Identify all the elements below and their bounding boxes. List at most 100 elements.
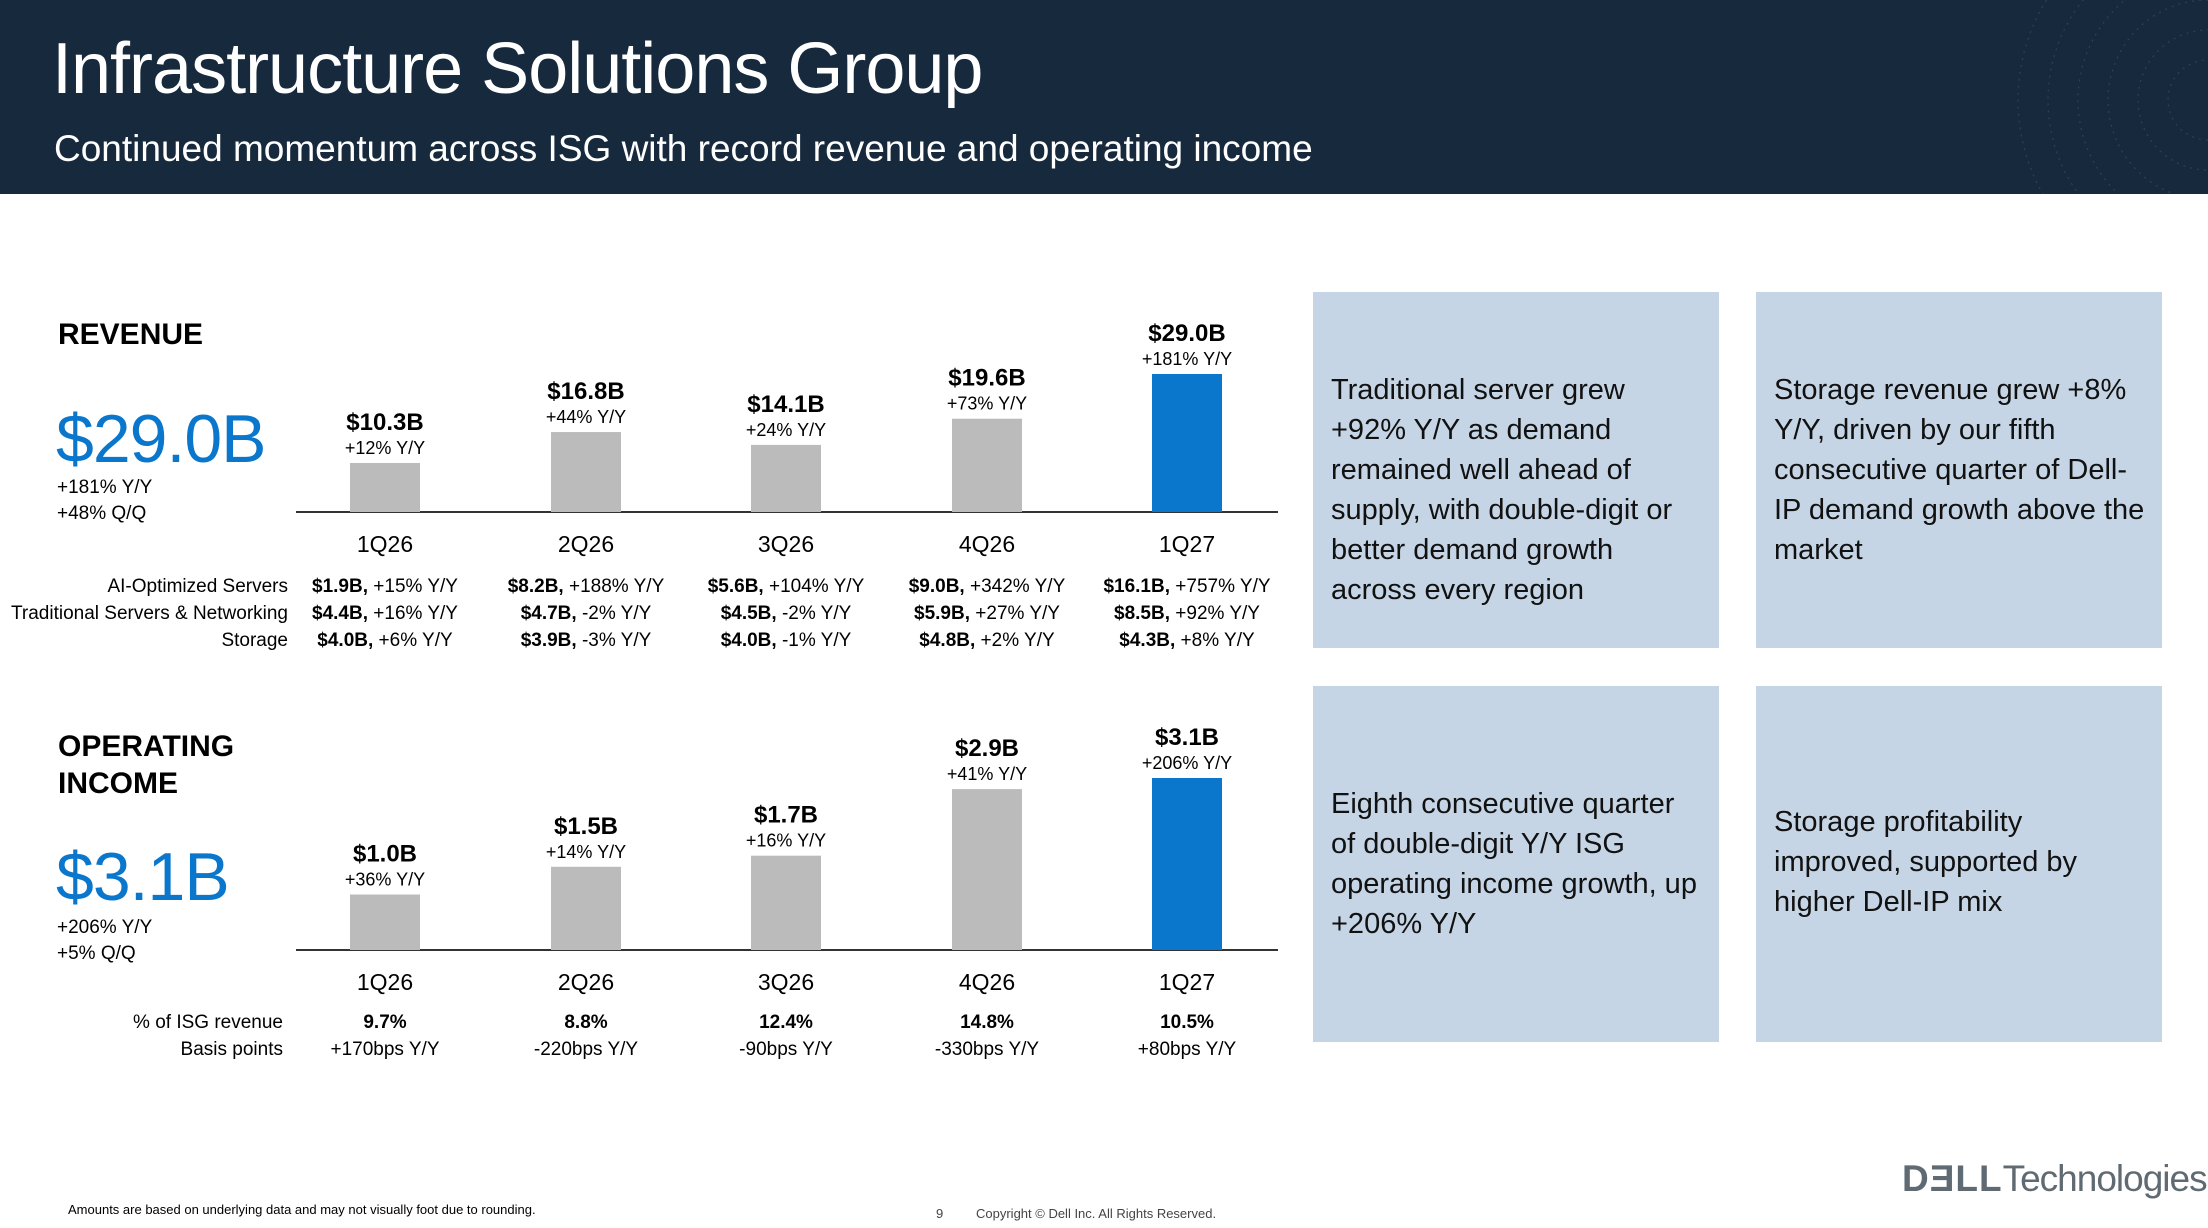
- revenue-bar-1q26: [350, 462, 420, 512]
- breakdown-cell-growth: +188% Y/Y: [563, 576, 665, 597]
- revenue-category-label-1: 2Q26: [558, 531, 614, 557]
- revenue-total-value: $29.0B: [56, 401, 267, 477]
- breakdown-cell: $8.2B, +188% Y/Y: [476, 576, 696, 598]
- breakdown-cell-growth: +15% Y/Y: [368, 576, 458, 597]
- revenue-bar-2q26: [551, 432, 621, 512]
- card-storage-revenue-text: Storage revenue grew +8% Y/Y, driven by …: [1774, 374, 2145, 566]
- breakdown-cell-value: $4.4B,: [312, 603, 368, 624]
- revenue-growth-label-0: +12% Y/Y: [345, 438, 425, 458]
- breakdown-cell-value: $5.6B,: [707, 576, 764, 597]
- breakdown-cell-value: $4.8B,: [919, 630, 976, 651]
- breakdown-cell-value: $8.2B,: [507, 576, 564, 597]
- breakdown-cell-growth: +92% Y/Y: [1170, 603, 1260, 624]
- breakdown-label-storage: Storage: [221, 630, 288, 651]
- operating-income-total-value: $3.1B: [56, 839, 230, 915]
- breakdown-cell-growth: +27% Y/Y: [970, 603, 1060, 624]
- breakdown-cell-value: $1.9B,: [312, 576, 368, 597]
- page-title: Infrastructure Solutions Group: [52, 29, 983, 109]
- logo-technologies: Technologies: [2002, 1158, 2208, 1199]
- revenue-growth-label-2: +24% Y/Y: [746, 420, 826, 440]
- opinc-value-label-1: $1.5B: [554, 813, 618, 840]
- breakdown-cell-growth: +104% Y/Y: [763, 576, 865, 597]
- opinc-value-label-4: $3.1B: [1155, 724, 1219, 751]
- revenue-yoy: +181% Y/Y: [57, 477, 153, 498]
- revenue-growth-label-3: +73% Y/Y: [947, 394, 1027, 414]
- breakdown-label-ai-servers: AI-Optimized Servers: [107, 576, 288, 597]
- footer-rounding-note: Amounts are based on underlying data and…: [68, 1202, 536, 1217]
- breakdown-cell-value: $8.5B,: [1114, 603, 1170, 624]
- breakdown-cell: $16.1B, +757% Y/Y: [1077, 576, 1297, 598]
- breakdown-cell: $4.4B, +16% Y/Y: [275, 603, 495, 625]
- breakdown-cell: $8.5B, +92% Y/Y: [1077, 603, 1297, 625]
- revenue-growth-label-1: +44% Y/Y: [546, 407, 626, 427]
- revenue-category-label-4: 1Q27: [1159, 531, 1215, 557]
- card-traditional-server-text: Traditional server grew +92% Y/Y as dema…: [1331, 374, 1673, 606]
- breakdown-cell-value: $9.0B,: [908, 576, 965, 597]
- opinc-bar-4q26: [952, 789, 1022, 950]
- breakdown-cell-value: $5.9B,: [914, 603, 970, 624]
- card-operating-income: Eighth consecutive quarter of double-dig…: [1313, 686, 1719, 1042]
- breakdown-cell-value: $4.3B,: [1119, 630, 1176, 651]
- page-subtitle: Continued momentum across ISG with recor…: [54, 128, 1313, 169]
- breakdown-cell: $4.5B, -2% Y/Y: [676, 603, 896, 625]
- revenue-bar-4q26: [952, 418, 1022, 512]
- breakdown-cell-growth: -3% Y/Y: [576, 630, 652, 651]
- copyright-text: Copyright © Dell Inc. All Rights Reserve…: [976, 1206, 1217, 1221]
- revenue-section-label: REVENUE: [58, 318, 204, 351]
- opinc-category-label-3: 4Q26: [959, 969, 1015, 995]
- metric-isg-revenue-pct: 8.8%: [564, 1012, 608, 1033]
- bar-charts: $10.3B+12% Y/Y 1Q26 $16.8B+44% Y/Y 2Q26 $14.…: [296, 320, 1278, 995]
- dell-technologies-logo: DƎLLTechnologies: [1902, 1158, 2208, 1200]
- metric-isg-revenue-pct: 9.7%: [363, 1012, 407, 1033]
- breakdown-label-traditional-servers: Traditional Servers & Networking: [10, 603, 288, 624]
- breakdown-cell: $1.9B, +15% Y/Y: [275, 576, 495, 598]
- operating-income-yoy: +206% Y/Y: [57, 917, 153, 938]
- opinc-category-label-2: 3Q26: [758, 969, 814, 995]
- breakdown-cell-growth: +342% Y/Y: [964, 576, 1066, 597]
- revenue-value-label-2: $14.1B: [747, 391, 824, 418]
- opinc-bar-2q26: [551, 866, 621, 950]
- breakdown-cell-value: $4.0B,: [720, 630, 777, 651]
- revenue-value-label-0: $10.3B: [346, 409, 423, 436]
- metric-label-isg-revenue-pct: % of ISG revenue: [133, 1012, 283, 1033]
- revenue-category-label-3: 4Q26: [959, 531, 1015, 557]
- card-storage-profitability-text: Storage profitability improved, supporte…: [1774, 806, 2078, 918]
- breakdown-cell: $4.8B, +2% Y/Y: [877, 630, 1097, 652]
- breakdown-cell: $5.9B, +27% Y/Y: [877, 603, 1097, 625]
- metric-basis-points: -220bps Y/Y: [533, 1039, 639, 1060]
- metric-basis-points: +170bps Y/Y: [330, 1039, 440, 1060]
- header-banner: Infrastructure Solutions Group Continued…: [0, 0, 2208, 194]
- logo-dell: DƎLL: [1902, 1158, 2003, 1199]
- card-traditional-server: Traditional server grew +92% Y/Y as dema…: [1313, 292, 1719, 648]
- opinc-value-label-0: $1.0B: [353, 841, 417, 868]
- breakdown-cell: $4.7B, -2% Y/Y: [476, 603, 696, 625]
- card-operating-income-text: Eighth consecutive quarter of double-dig…: [1331, 788, 1697, 940]
- metric-label-basis-points: Basis points: [180, 1039, 283, 1060]
- opinc-growth-label-2: +16% Y/Y: [746, 831, 826, 851]
- opinc-category-label-4: 1Q27: [1159, 969, 1215, 995]
- breakdown-cell-value: $4.5B,: [720, 603, 777, 624]
- card-storage-profitability: Storage profitability improved, supporte…: [1756, 686, 2162, 1042]
- operating-income-label-line2: INCOME: [58, 767, 178, 800]
- revenue-growth-label-4: +181% Y/Y: [1142, 349, 1232, 369]
- operating-income-qoq: +5% Q/Q: [57, 943, 136, 964]
- opinc-value-label-2: $1.7B: [754, 802, 818, 829]
- opinc-category-label-0: 1Q26: [357, 969, 413, 995]
- breakdown-cell-growth: +16% Y/Y: [368, 603, 458, 624]
- opinc-bar-3q26: [751, 855, 821, 950]
- breakdown-cell-growth: +8% Y/Y: [1175, 630, 1255, 651]
- revenue-value-label-3: $19.6B: [948, 365, 1025, 392]
- revenue-value-label-1: $16.8B: [547, 378, 624, 405]
- revenue-category-label-0: 1Q26: [357, 531, 413, 557]
- metric-isg-revenue-pct: 14.8%: [960, 1012, 1014, 1033]
- opinc-bar-1q27: [1152, 778, 1222, 950]
- revenue-bar-3q26: [751, 444, 821, 512]
- opinc-value-label-3: $2.9B: [955, 735, 1019, 762]
- revenue-category-label-2: 3Q26: [758, 531, 814, 557]
- opinc-bar-1q26: [350, 894, 420, 950]
- breakdown-cell-growth: +2% Y/Y: [975, 630, 1055, 651]
- breakdown-cell-growth: +757% Y/Y: [1170, 576, 1271, 597]
- metric-isg-revenue-pct: 12.4%: [759, 1012, 813, 1033]
- opinc-growth-label-3: +41% Y/Y: [947, 764, 1027, 784]
- metric-basis-points: -90bps Y/Y: [739, 1039, 833, 1060]
